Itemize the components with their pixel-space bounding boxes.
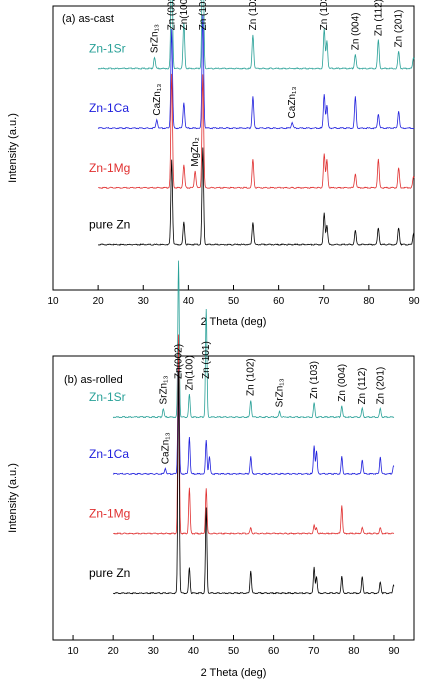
panel-a-series-label-zn-1sr: Zn-1Sr <box>89 41 126 55</box>
panel-a-annotation-cazn-9: CaZn₁₃ <box>152 84 163 116</box>
panel-b-annotation-cazn-10: CaZn₁₃ <box>160 432 171 464</box>
panel-a-x-tick-label-70: 70 <box>318 296 330 307</box>
panel-b-x-ticks: 10 20 30 40 50 60 70 80 90 <box>67 635 400 657</box>
panel-b-traces <box>112 260 395 595</box>
panel-a-trace-zn-1ca <box>97 14 415 130</box>
panel-b-annotation-zn-100-2: Zn(100) <box>184 355 195 390</box>
panel-a-annotation-zn-101-3: Zn (101) <box>198 0 209 30</box>
panel-b-annotation-zn-101-3: Zn (101) <box>201 341 212 379</box>
panel-b-x-tick-label-30: 30 <box>148 646 160 657</box>
panel-b-x-axis-label: 2 Theta (deg) <box>201 667 267 679</box>
panel-a-annotation-zn-103-5: Zn (103) <box>319 0 330 30</box>
panel-a-annotation-zn-004-6: Zn (004) <box>350 12 361 50</box>
panel-b-x-tick-label-60: 60 <box>268 646 280 657</box>
panel-a-x-tick-label-80: 80 <box>363 296 375 307</box>
panel-a-x-axis-label: 2 Theta (deg) <box>201 316 267 328</box>
panel-a-annotation-zn-002-1: Zn (002) <box>167 0 178 30</box>
panel-b-as-rolled: 10 20 30 40 50 60 70 80 90 SrZn₁₃ Zn(002) Zn(100) Z… <box>7 260 415 679</box>
panel-a-peak-annotations: SrZn₁₃ Zn (002) Zn(100) Zn (101) Zn (102) Zn … <box>150 0 405 167</box>
panel-b-series-label-pure-zn: pure Zn <box>89 566 130 580</box>
panel-b-x-tick-label-10: 10 <box>67 646 79 657</box>
panel-a-x-tick-label-40: 40 <box>183 296 195 307</box>
panel-a-annotation-zn-112-7: Zn (112) <box>373 0 384 36</box>
panel-b-y-axis-label: Intensity (a.u.) <box>7 463 19 533</box>
panel-b-annotation-srzn-5: SrZn₁₃ <box>275 378 286 407</box>
panel-b-label: (b) as-rolled <box>64 374 123 386</box>
panel-a-series-label-zn-1mg: Zn-1Mg <box>89 161 130 175</box>
panel-b-peak-annotations: SrZn₁₃ Zn(002) Zn(100) Zn (101) Zn (102) SrZn… <box>158 341 386 464</box>
panel-a-annotation-zn-102-4: Zn (102) <box>248 0 259 30</box>
panel-b-x-tick-label-70: 70 <box>308 646 320 657</box>
panel-b-annotation-zn-201-9: Zn (201) <box>375 367 386 405</box>
panel-b-x-tick-label-80: 80 <box>348 646 360 657</box>
panel-a-trace-zn-1sr <box>97 0 415 70</box>
panel-b-trace-zn-1ca <box>112 354 395 476</box>
panel-a-series-label-zn-1ca: Zn-1Ca <box>89 101 129 115</box>
panel-a-as-cast: 10 20 30 40 50 60 70 80 90 SrZn₁₃ Zn (002) Zn(100)… <box>7 0 420 328</box>
panel-a-series-label-pure-zn: pure Zn <box>89 218 130 232</box>
panel-b-trace-zn-1sr <box>112 260 395 419</box>
panel-a-x-tick-label-20: 20 <box>93 296 105 307</box>
panel-a-traces <box>97 0 415 246</box>
panel-b-annotation-zn-002-1: Zn(002) <box>174 344 185 379</box>
panel-a-trace-zn-1mg <box>98 73 415 190</box>
panel-b-series-label-zn-1mg: Zn-1Mg <box>89 507 130 521</box>
panel-b-annotation-zn-112-8: Zn (112) <box>357 367 368 404</box>
panel-a-series-labels: Zn-1Sr Zn-1Ca Zn-1Mg pure Zn <box>89 41 130 231</box>
panel-b-annotation-srzn-0: SrZn₁₃ <box>158 375 169 404</box>
panel-a-x-ticks: 10 20 30 40 50 60 70 80 90 <box>47 285 420 307</box>
panel-a-x-tick-label-50: 50 <box>228 296 240 307</box>
panel-a-annotation-mgzn-11: MgZn₂ <box>190 137 201 167</box>
panel-b-trace-zn-1mg <box>113 334 395 535</box>
panel-a-trace-pure-zn <box>97 147 415 246</box>
panel-a-label: (a) as-cast <box>62 13 114 25</box>
panel-b-x-tick-label-50: 50 <box>228 646 240 657</box>
panel-a-annotation-zn-201-8: Zn (201) <box>394 10 405 48</box>
panel-b-trace-pure-zn <box>112 371 395 595</box>
panel-b-annotation-zn-102-4: Zn (102) <box>246 358 257 396</box>
panel-a-x-tick-label-30: 30 <box>138 296 150 307</box>
panel-a-x-tick-label-60: 60 <box>273 296 285 307</box>
panel-a-x-tick-label-10: 10 <box>47 296 59 307</box>
panel-b-x-tick-label-40: 40 <box>188 646 200 657</box>
panel-b-series-label-zn-1sr: Zn-1Sr <box>89 390 126 404</box>
panel-b-series-labels: Zn-1Sr Zn-1Ca Zn-1Mg pure Zn <box>89 390 130 580</box>
panel-b-x-tick-label-20: 20 <box>108 646 120 657</box>
panel-b-annotation-zn-103-6: Zn (103) <box>309 361 320 399</box>
panel-a-annotation-zn-100-2: Zn(100) <box>179 0 190 30</box>
panel-a-y-axis-label: Intensity (a.u.) <box>7 113 19 183</box>
panel-b-series-label-zn-1ca: Zn-1Ca <box>89 447 129 461</box>
panel-a-annotation-cazn-10: CaZn₁₃ <box>287 87 298 119</box>
panel-b-x-tick-label-90: 90 <box>388 646 400 657</box>
panel-b-annotation-zn-004-7: Zn (004) <box>337 364 348 402</box>
panel-a-annotation-srzn-0: SrZn₁₃ <box>150 24 161 53</box>
panel-a-x-tick-label-90: 90 <box>408 296 420 307</box>
